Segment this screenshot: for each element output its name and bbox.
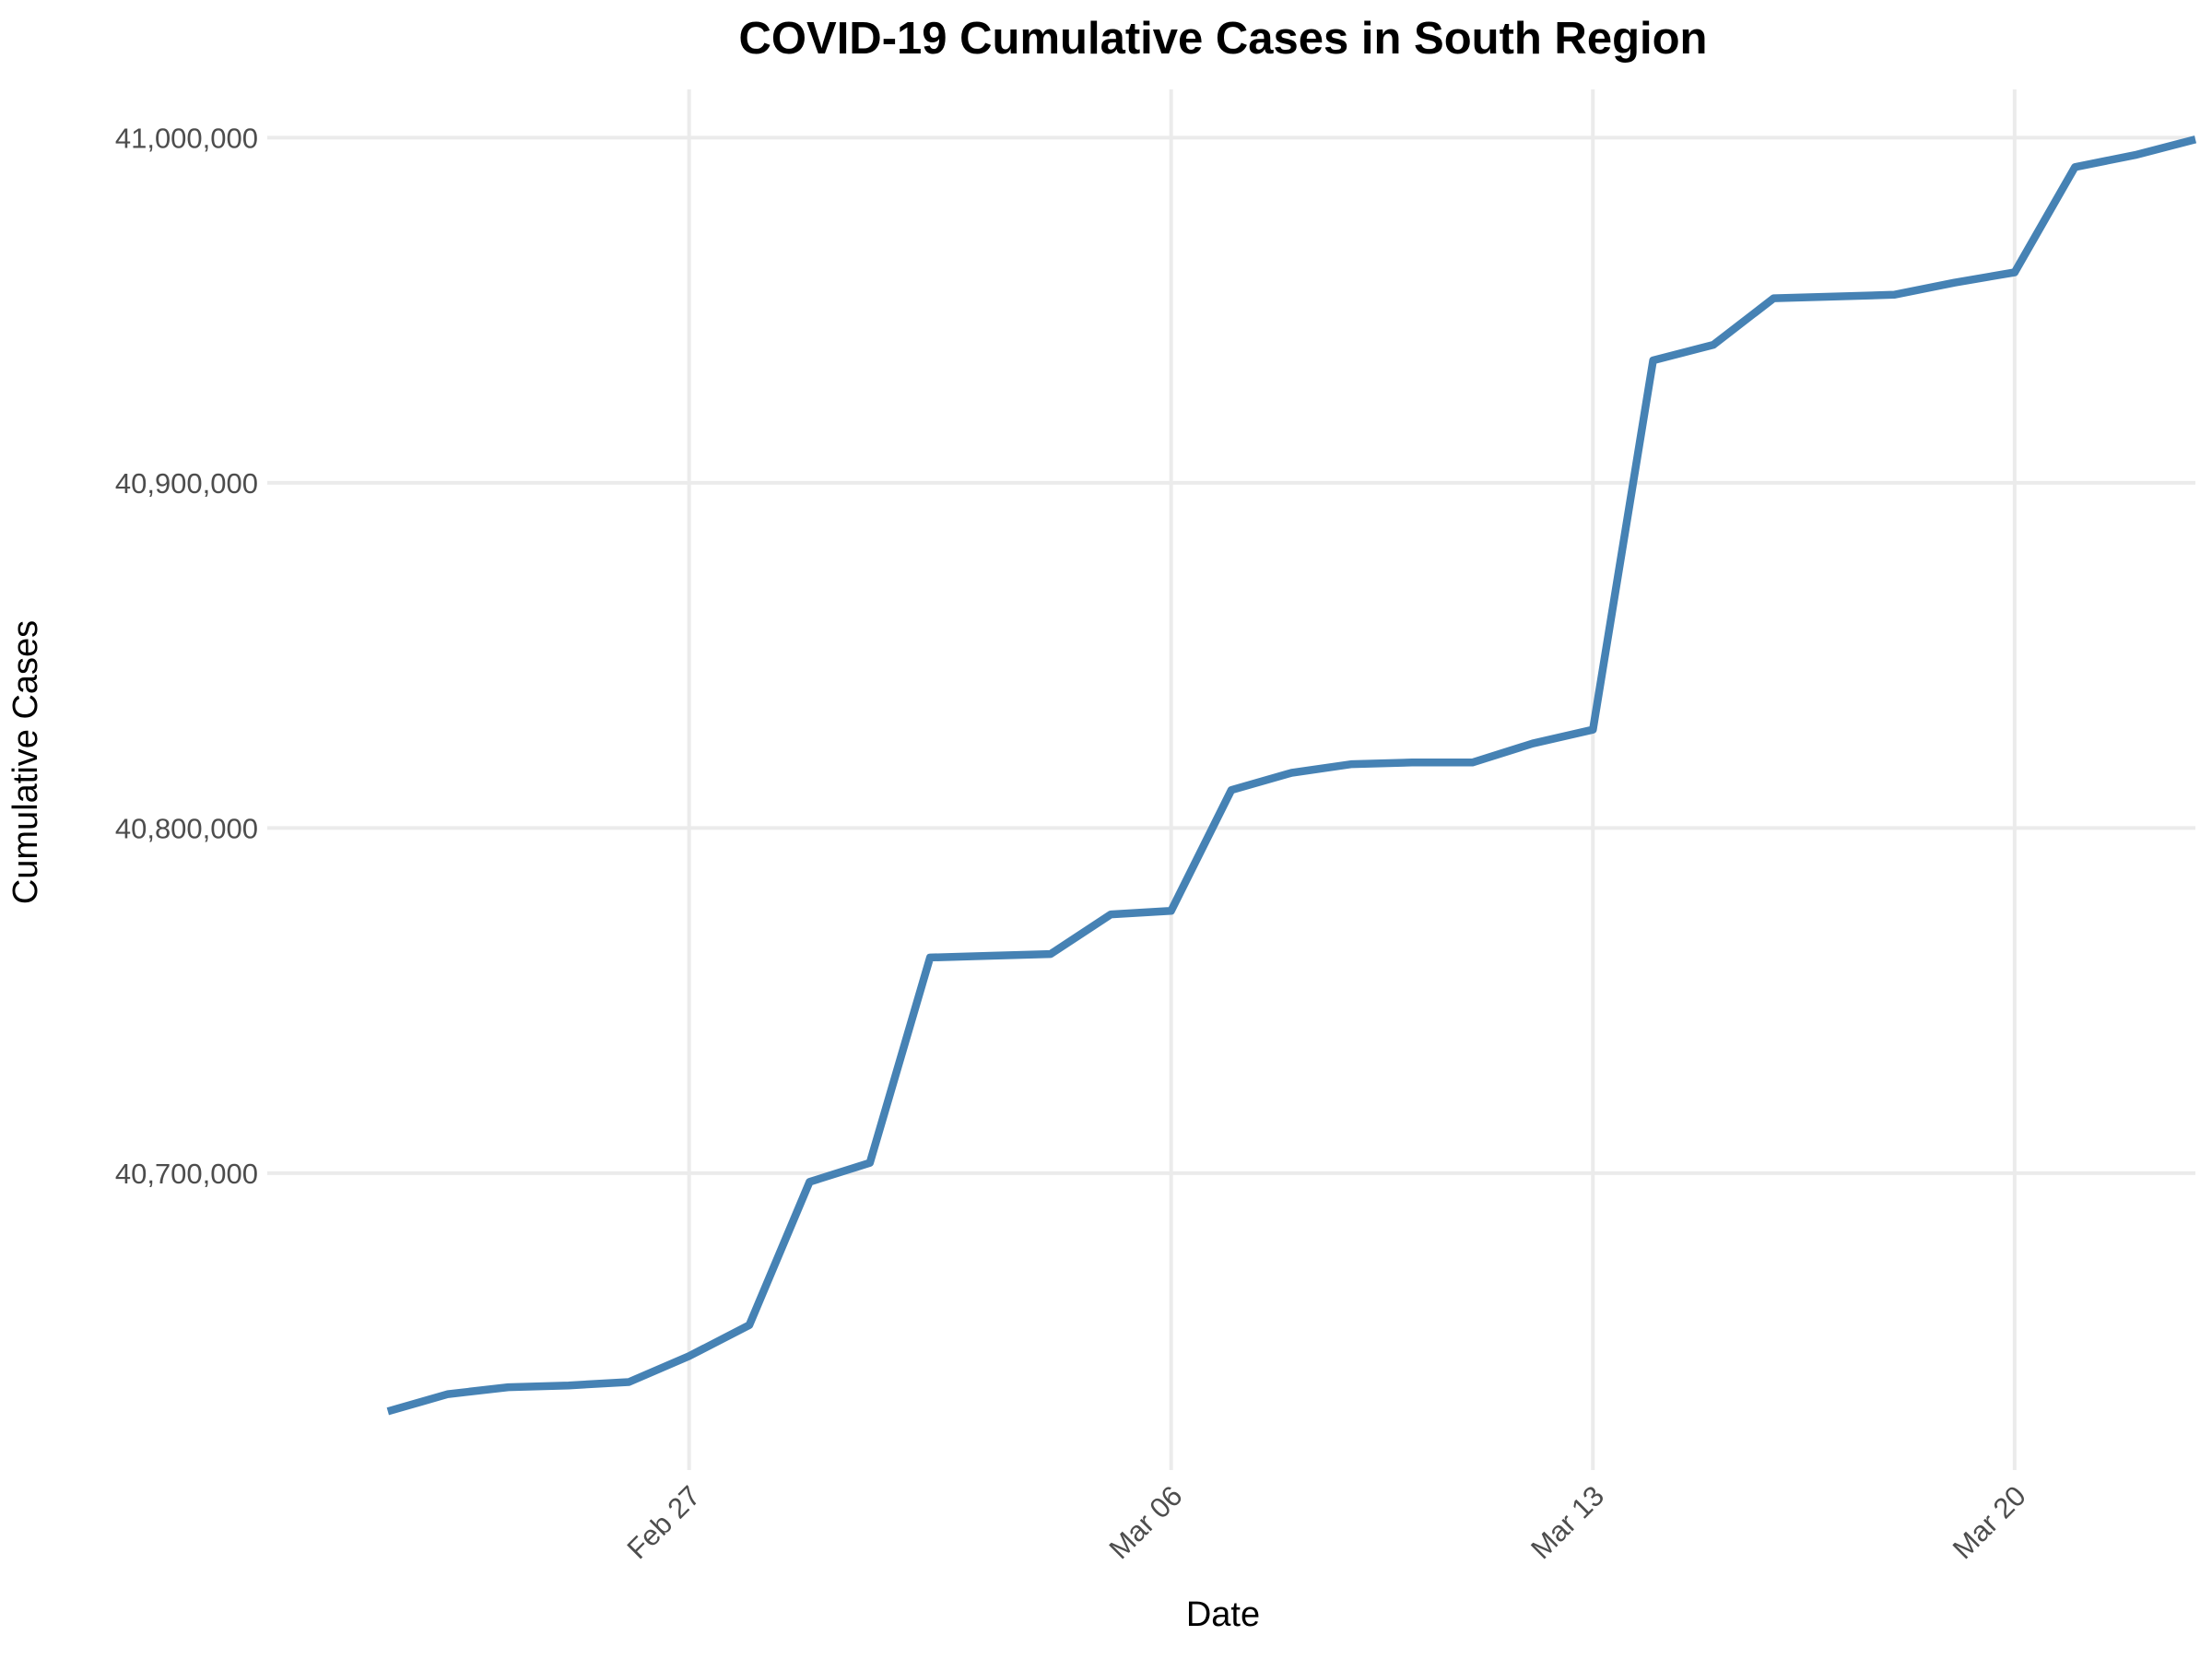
x-axis-title: Date	[1186, 1595, 1260, 1634]
x-tick-label-1: Mar 06	[1103, 1479, 1189, 1565]
x-tick-label-0: Feb 27	[621, 1479, 707, 1565]
x-axis-ticks: Feb 27 Mar 06 Mar 13 Mar 20	[621, 1479, 2032, 1565]
series-layer	[386, 135, 2197, 1416]
y-tick-label-1: 40,800,000	[115, 812, 258, 844]
x-tick-label-3: Mar 20	[1947, 1479, 2032, 1565]
x-tick-label-2: Mar 13	[1524, 1479, 1610, 1565]
y-gridlines	[267, 135, 2195, 1175]
y-tick-label-3: 41,000,000	[115, 122, 258, 154]
y-axis-title: Cumulative Cases	[6, 620, 45, 904]
chart-title: COVID-19 Cumulative Cases in South Regio…	[739, 14, 1708, 64]
y-axis-ticks: 40,700,000 40,800,000 40,900,000 41,000,000	[115, 122, 258, 1190]
series-line-0	[386, 135, 2197, 1416]
y-tick-label-2: 40,900,000	[115, 467, 258, 500]
x-gridlines	[687, 89, 2017, 1470]
y-tick-label-0: 40,700,000	[115, 1158, 258, 1190]
